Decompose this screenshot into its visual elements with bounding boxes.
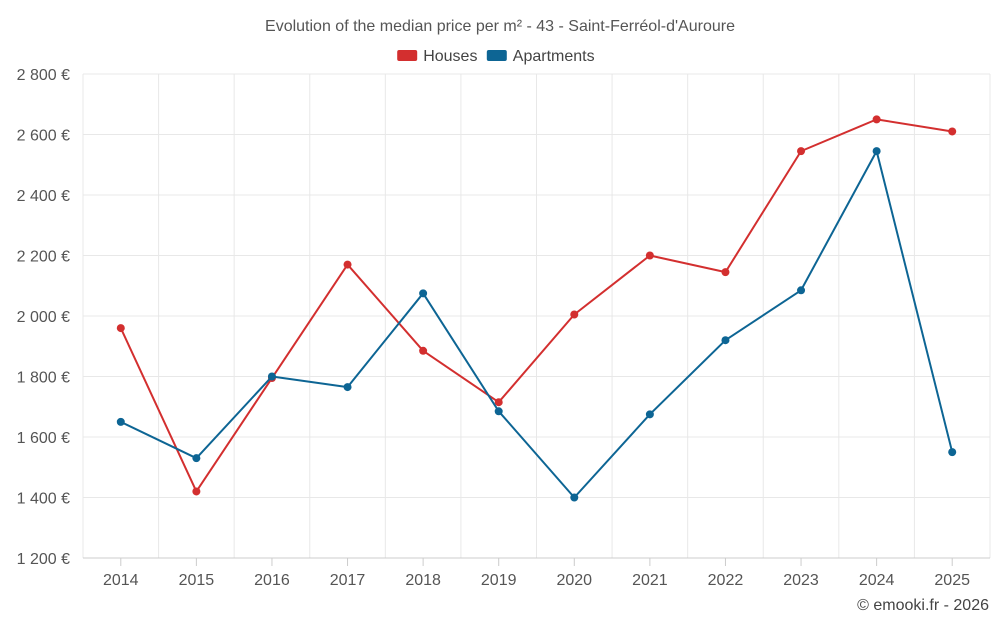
x-tick-label: 2020 xyxy=(556,572,592,589)
x-tick-label: 2025 xyxy=(934,572,970,589)
series-layer xyxy=(116,115,957,502)
houses-data-point[interactable] xyxy=(645,251,654,260)
apartments-data-point[interactable] xyxy=(948,448,957,457)
y-tick-label: 1 400 € xyxy=(17,491,70,508)
apartments-data-point[interactable] xyxy=(721,336,730,345)
houses-data-point[interactable] xyxy=(116,324,125,333)
houses-data-point[interactable] xyxy=(797,147,806,156)
legend-item-houses[interactable]: Houses xyxy=(397,48,477,65)
x-tick-label: 2024 xyxy=(859,572,895,589)
apartments-data-point[interactable] xyxy=(872,147,881,156)
apartments-data-point[interactable] xyxy=(267,372,276,381)
x-tick-label: 2015 xyxy=(179,572,215,589)
apartments-data-point[interactable] xyxy=(116,417,125,426)
houses-series-line xyxy=(119,118,953,493)
apartments-data-point[interactable] xyxy=(419,289,428,298)
x-tick-label: 2019 xyxy=(481,572,517,589)
houses-data-point[interactable] xyxy=(192,487,201,496)
x-tick-label: 2023 xyxy=(783,572,819,589)
chart-title: Evolution of the median price per m² - 4… xyxy=(265,18,735,35)
y-tick-label: 1 200 € xyxy=(17,551,70,568)
houses-data-point[interactable] xyxy=(570,310,579,319)
y-tick-label: 2 400 € xyxy=(17,188,70,205)
x-tick-label: 2017 xyxy=(330,572,366,589)
x-tick-label: 2016 xyxy=(254,572,290,589)
apartments-series-line xyxy=(120,150,954,499)
legend: Houses Apartments xyxy=(397,48,595,65)
y-tick-label: 2 000 € xyxy=(17,309,70,326)
legend-swatch-apartments xyxy=(486,50,507,61)
credit-text: © emooki.fr - 2026 xyxy=(857,597,989,614)
apartments-data-point[interactable] xyxy=(192,454,201,463)
y-tick-label: 1 600 € xyxy=(17,430,70,447)
houses-data-point[interactable] xyxy=(948,127,957,136)
x-tick-label: 2014 xyxy=(103,572,139,589)
x-tick-label: 2022 xyxy=(708,572,744,589)
y-tick-label: 1 800 € xyxy=(17,370,70,387)
houses-data-point[interactable] xyxy=(721,268,730,277)
apartments-data-point[interactable] xyxy=(494,407,503,416)
y-axis: 1 200 € 1 400 € 1 600 € 1 800 € 2 000 € 2 200… xyxy=(17,67,70,568)
apartments-data-point[interactable] xyxy=(797,286,806,295)
houses-data-point[interactable] xyxy=(419,346,428,355)
x-tick-label: 2018 xyxy=(405,572,441,589)
apartments-data-point[interactable] xyxy=(570,493,579,502)
x-tick-label: 2021 xyxy=(632,572,668,589)
grid xyxy=(82,73,991,559)
legend-label-apartments: Apartments xyxy=(513,48,595,65)
houses-data-point[interactable] xyxy=(343,260,352,269)
houses-data-point[interactable] xyxy=(872,115,881,124)
y-tick-label: 2 200 € xyxy=(17,249,70,266)
x-axis: 2014 2015 2016 2017 2018 2019 2020 2021 2022 2023… xyxy=(83,557,990,589)
houses-data-point[interactable] xyxy=(494,398,503,407)
legend-swatch-houses xyxy=(397,50,418,61)
legend-item-apartments[interactable]: Apartments xyxy=(486,48,595,65)
legend-label-houses: Houses xyxy=(423,48,477,65)
y-tick-label: 2 600 € xyxy=(17,128,70,145)
y-tick-label: 2 800 € xyxy=(17,67,70,84)
apartments-data-point[interactable] xyxy=(645,410,654,419)
apartments-data-point[interactable] xyxy=(343,383,352,392)
